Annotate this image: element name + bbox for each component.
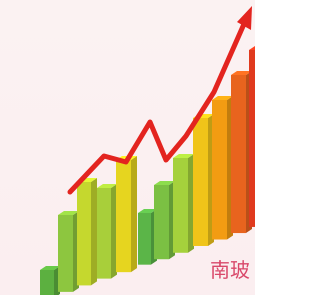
- bar-face: [40, 270, 54, 295]
- bar-face: [138, 213, 151, 265]
- illustration: 南玻: [0, 0, 255, 295]
- bar-face: [154, 185, 169, 259]
- bar-face: [173, 158, 188, 253]
- bar-face: [193, 118, 208, 246]
- bar-face: [97, 188, 111, 279]
- bar-face: [77, 182, 91, 285]
- bar-face: [249, 50, 255, 227]
- bar-face: [116, 160, 131, 272]
- bar-face: [91, 178, 97, 285]
- bar-face: [231, 75, 246, 233]
- bar-face: [212, 100, 227, 240]
- caption: 南玻: [210, 258, 250, 282]
- page: 南玻 (() => { const data = JSON.parse(docu…: [0, 0, 255, 295]
- bar-face: [131, 156, 137, 272]
- bar-face: [58, 215, 73, 292]
